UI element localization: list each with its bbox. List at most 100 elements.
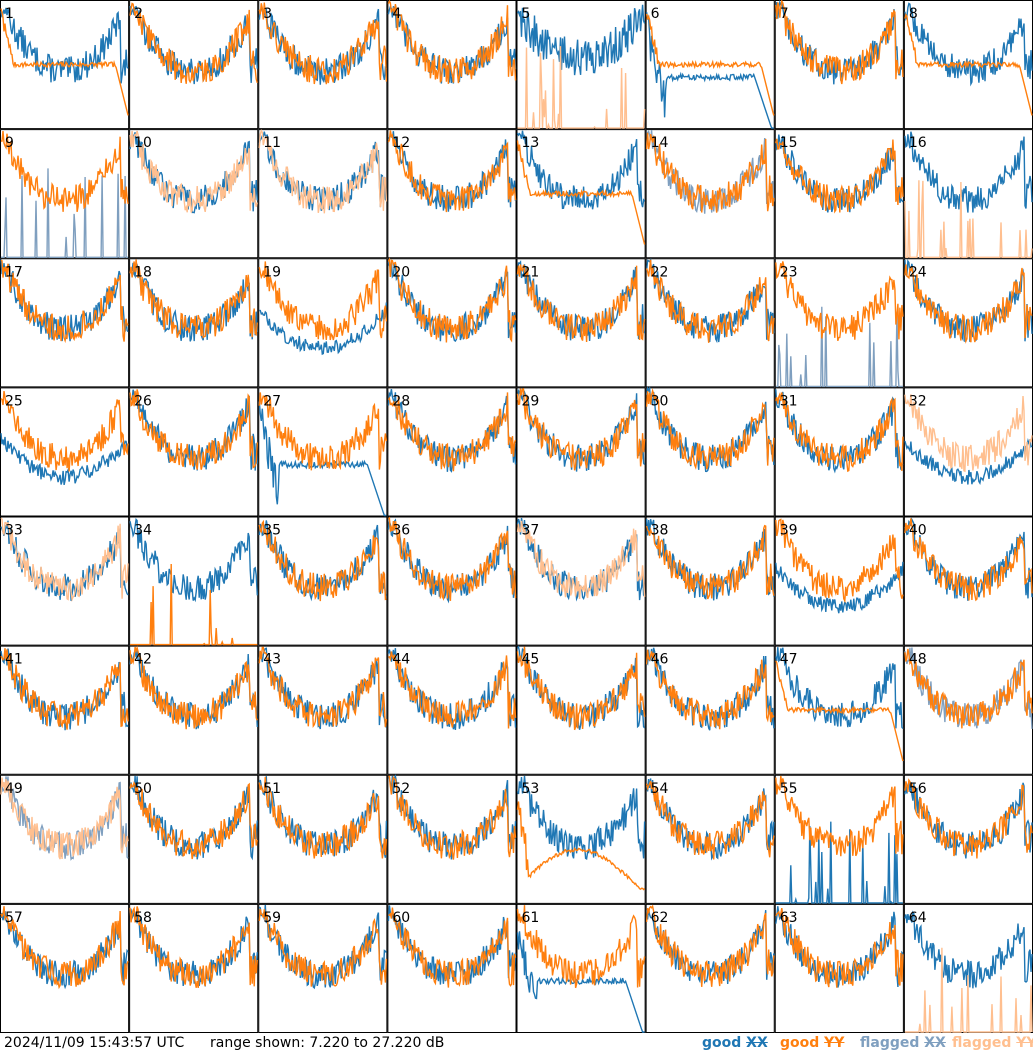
panel-frame [774, 258, 904, 388]
series-xx-line [775, 647, 904, 730]
series-xx-line [775, 306, 903, 388]
series-yy-line [775, 660, 904, 762]
panel: 63 [774, 903, 904, 1033]
panel: 15 [774, 129, 904, 259]
panel: 39 [774, 516, 904, 646]
series-yy-line [388, 651, 517, 729]
panel-label: 3 [263, 6, 272, 22]
panel-frame [645, 387, 775, 517]
legend-good-xx: good XX [702, 1035, 768, 1051]
panel: 1 [0, 0, 130, 130]
panel-label: 43 [263, 652, 281, 668]
panel: 61 [516, 903, 646, 1033]
panel: 13 [516, 129, 646, 259]
panel-label: 64 [909, 910, 927, 926]
panel-label: 23 [780, 264, 798, 280]
series-xx-line [775, 389, 904, 474]
series-yy-line [775, 907, 904, 988]
series-yy-line [258, 519, 387, 602]
panel-label: 52 [392, 781, 410, 797]
series-yy-line [258, 261, 388, 341]
panel: 46 [645, 645, 775, 775]
panel: 52 [387, 773, 517, 904]
panel: 41 [0, 645, 130, 775]
panel: 9 [0, 129, 130, 259]
panel-label: 50 [134, 781, 152, 797]
panel: 26 [129, 387, 259, 517]
series-yy-line [130, 563, 258, 646]
panel-label: 40 [909, 523, 927, 539]
panel-label: 58 [134, 910, 152, 926]
panel: 50 [129, 774, 259, 904]
panel: 57 [0, 903, 130, 1033]
panel: 21 [516, 258, 646, 388]
panel-frame [258, 645, 388, 775]
panel-label: 57 [5, 910, 23, 926]
panel-label: 13 [522, 135, 540, 151]
series-xx-line [904, 131, 1033, 213]
panel: 27 [258, 387, 388, 517]
series-xx-line [645, 385, 775, 473]
panel-label: 34 [134, 523, 152, 539]
timestamp: 2024/11/09 15:43:57 UTC [4, 1035, 185, 1051]
series-yy-line [904, 778, 1033, 859]
panel-frame [387, 774, 517, 904]
panel: 34 [129, 516, 259, 646]
panel: 31 [774, 387, 904, 517]
panel: 2 [129, 0, 259, 130]
series-yy-line [387, 392, 517, 472]
series-yy-line [0, 131, 129, 213]
series-xx-line [516, 388, 646, 472]
series-xx-line [0, 259, 129, 342]
panel-label: 24 [909, 264, 927, 280]
series-xx-line [129, 517, 258, 603]
panel: 19 [258, 258, 388, 388]
panel-label: 35 [263, 523, 281, 539]
panel-label: 41 [5, 652, 23, 668]
series-yy-line [904, 947, 1033, 1033]
panel: 32 [903, 387, 1033, 517]
legend-good-yy: good YY [780, 1035, 845, 1051]
panel: 43 [258, 645, 388, 775]
panel-frame [0, 258, 130, 388]
panel-label: 9 [5, 135, 14, 151]
panel: 38 [645, 516, 775, 646]
panel-label: 15 [780, 135, 798, 151]
panel-label: 39 [780, 523, 798, 539]
panel: 56 [903, 774, 1033, 904]
series-yy-line [904, 394, 1033, 473]
panel: 53 [516, 774, 646, 904]
panel-label: 1 [5, 6, 14, 22]
series-yy-line [0, 777, 129, 860]
panel-frame [387, 516, 517, 646]
series-xx-line [516, 931, 645, 1033]
panel-label: 16 [909, 135, 927, 151]
series-yy-line [775, 775, 904, 857]
panel-frame [258, 258, 388, 388]
panel-label: 61 [522, 910, 540, 926]
series-yy-line [516, 388, 646, 471]
series-yy-line [129, 2, 258, 84]
series-yy-line [516, 801, 646, 891]
panel-frame [774, 387, 904, 517]
panel-label: 19 [263, 264, 281, 280]
panel: 60 [387, 903, 517, 1033]
panel: 10 [129, 129, 259, 259]
panel-label: 33 [5, 523, 23, 539]
panel: 44 [387, 645, 517, 775]
series-yy-line [516, 646, 646, 731]
series-yy-line [258, 909, 388, 987]
panel: 36 [387, 516, 517, 646]
series-yy-line [645, 649, 775, 730]
series-xx-line [516, 4, 646, 76]
panel: 33 [0, 516, 130, 646]
panel-label: 48 [909, 652, 927, 668]
panel-label: 21 [522, 264, 540, 280]
panel-label: 42 [134, 652, 152, 668]
panel-frame [387, 645, 517, 775]
panel: 47 [774, 645, 904, 775]
series-yy-line [129, 259, 258, 339]
panel-label: 20 [392, 264, 410, 280]
panel-label: 38 [651, 523, 669, 539]
panel: 7 [774, 0, 904, 130]
